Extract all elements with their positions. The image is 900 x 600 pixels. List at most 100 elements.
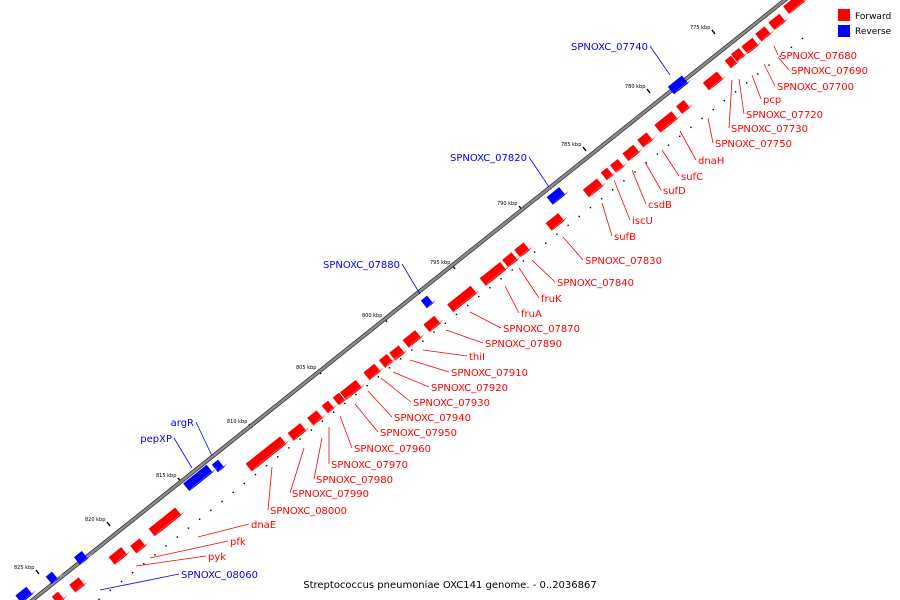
minor-tick-dot xyxy=(768,64,770,66)
reverse-gene[interactable] xyxy=(183,464,218,492)
forward-gene[interactable] xyxy=(600,167,618,181)
forward-gene[interactable] xyxy=(363,363,385,381)
forward-gene[interactable] xyxy=(447,285,482,313)
forward-gene[interactable] xyxy=(402,330,426,349)
gene-label-forward[interactable]: SPNOXC_07990 xyxy=(292,489,369,500)
gene-label-forward[interactable]: dnaE xyxy=(251,520,276,531)
forward-gene[interactable] xyxy=(51,591,69,600)
legend-label-reverse: Reverse xyxy=(855,27,892,37)
gene-label-forward[interactable]: SPNOXC_07750 xyxy=(715,139,792,150)
gene-label-forward[interactable]: pyk xyxy=(208,552,226,563)
gene-label-forward[interactable]: sufD xyxy=(663,186,686,197)
forward-gene[interactable] xyxy=(741,37,763,55)
gene-label-forward[interactable]: SPNOXC_07830 xyxy=(585,256,662,267)
label-leader-line xyxy=(339,415,353,449)
gene-label-forward[interactable]: SPNOXC_07940 xyxy=(394,413,471,424)
gene-label-forward[interactable]: pfk xyxy=(230,537,246,548)
reverse-gene[interactable] xyxy=(15,586,37,600)
forward-gene[interactable] xyxy=(130,538,150,554)
major-tick-mark xyxy=(35,569,40,575)
gene-label-forward[interactable]: csdB xyxy=(648,200,672,211)
gene-label-forward[interactable]: iscU xyxy=(632,216,653,227)
forward-gene[interactable] xyxy=(389,345,409,361)
label-leader-line xyxy=(777,56,790,71)
gene-label-forward[interactable]: SPNOXC_07950 xyxy=(380,428,457,439)
forward-gene[interactable] xyxy=(545,213,569,232)
gene-top-face xyxy=(24,589,37,600)
gene-label-forward[interactable]: pcp xyxy=(763,95,781,106)
forward-gene[interactable] xyxy=(423,315,445,333)
forward-gene[interactable] xyxy=(675,99,695,115)
gene-label-forward[interactable]: SPNOXC_07930 xyxy=(413,398,490,409)
gene-label-reverse[interactable]: SPNOXC_08060 xyxy=(181,570,258,581)
gene-label-forward[interactable]: SPNOXC_07680 xyxy=(780,51,857,62)
forward-gene[interactable] xyxy=(755,26,775,42)
label-leader-line xyxy=(289,447,305,494)
gene-body xyxy=(423,315,441,333)
forward-gene[interactable] xyxy=(637,132,657,148)
reverse-gene[interactable] xyxy=(420,295,438,309)
gene-label-reverse[interactable]: pepXP xyxy=(140,434,172,445)
forward-gene[interactable] xyxy=(287,423,311,442)
gene-label-forward[interactable]: sufB xyxy=(614,232,636,243)
forward-gene[interactable] xyxy=(307,410,327,426)
gene-top-face xyxy=(395,348,409,361)
gene-label-forward[interactable]: SPNOXC_07920 xyxy=(431,383,508,394)
forward-gene[interactable] xyxy=(479,261,511,287)
gene-label-forward[interactable]: thiI xyxy=(469,352,485,363)
gene-top-face xyxy=(114,549,132,566)
forward-gene[interactable] xyxy=(622,144,644,162)
forward-gene[interactable] xyxy=(332,392,350,406)
forward-gene[interactable] xyxy=(245,436,291,472)
reverse-gene[interactable] xyxy=(45,571,63,585)
gene-label-forward[interactable]: SPNOXC_07720 xyxy=(746,110,823,121)
major-tick-mark xyxy=(582,146,587,152)
forward-gene[interactable] xyxy=(724,55,742,69)
forward-gene[interactable] xyxy=(108,547,132,566)
forward-gene[interactable] xyxy=(69,577,89,593)
forward-gene[interactable] xyxy=(148,507,186,537)
gene-body xyxy=(622,144,640,162)
gene-label-forward[interactable]: fruK xyxy=(541,294,562,305)
gene-label-reverse[interactable]: SPNOXC_07740 xyxy=(571,42,648,53)
reverse-gene[interactable] xyxy=(667,75,693,95)
forward-gene[interactable] xyxy=(502,252,522,268)
gene-label-forward[interactable]: SPNOXC_07970 xyxy=(331,460,408,471)
forward-gene[interactable] xyxy=(768,13,790,31)
gene-label-forward[interactable]: SPNOXC_07840 xyxy=(557,278,634,289)
gene-label-reverse[interactable]: SPNOXC_07880 xyxy=(323,260,400,271)
gene-label-forward[interactable]: dnaH xyxy=(698,156,724,167)
gene-label-forward[interactable]: SPNOXC_07730 xyxy=(731,124,808,135)
gene-label-reverse[interactable]: SPNOXC_07820 xyxy=(450,153,527,164)
gene-label-forward[interactable]: sufC xyxy=(681,172,703,183)
forward-gene[interactable] xyxy=(783,0,809,15)
gene-label-forward[interactable]: SPNOXC_07960 xyxy=(354,444,431,455)
label-leader-line xyxy=(469,311,502,329)
forward-gene[interactable] xyxy=(514,242,534,258)
reverse-gene[interactable] xyxy=(546,187,570,206)
gene-label-forward[interactable]: SPNOXC_07910 xyxy=(451,368,528,379)
gene-label-forward[interactable]: SPNOXC_07890 xyxy=(485,339,562,350)
forward-gene[interactable] xyxy=(654,111,682,133)
gene-label-forward[interactable]: fruA xyxy=(521,309,542,320)
reverse-gene[interactable] xyxy=(211,459,229,473)
gene-label-reverse[interactable]: argR xyxy=(171,418,194,429)
forward-gene[interactable] xyxy=(582,178,608,198)
gene-label-forward[interactable]: SPNOXC_07700 xyxy=(777,82,854,93)
forward-gene[interactable] xyxy=(321,400,339,414)
gene-body xyxy=(514,242,530,258)
forward-gene[interactable] xyxy=(702,71,728,91)
label-leader-line xyxy=(380,377,412,403)
gene-label-forward[interactable]: SPNOXC_07690 xyxy=(791,66,868,77)
forward-gene[interactable] xyxy=(340,379,367,401)
gene-label-forward[interactable]: SPNOXC_07980 xyxy=(316,475,393,486)
gene-top-face xyxy=(408,332,426,349)
forward-gene[interactable] xyxy=(378,353,398,369)
gene-label-forward[interactable]: SPNOXC_07870 xyxy=(503,324,580,335)
reverse-gene[interactable] xyxy=(73,550,93,566)
gene-top-face xyxy=(346,382,367,401)
forward-gene[interactable] xyxy=(609,158,629,174)
gene-label-forward[interactable]: SPNOXC_08000 xyxy=(270,506,347,517)
gene-body xyxy=(447,285,477,313)
label-leader-line xyxy=(738,78,745,115)
